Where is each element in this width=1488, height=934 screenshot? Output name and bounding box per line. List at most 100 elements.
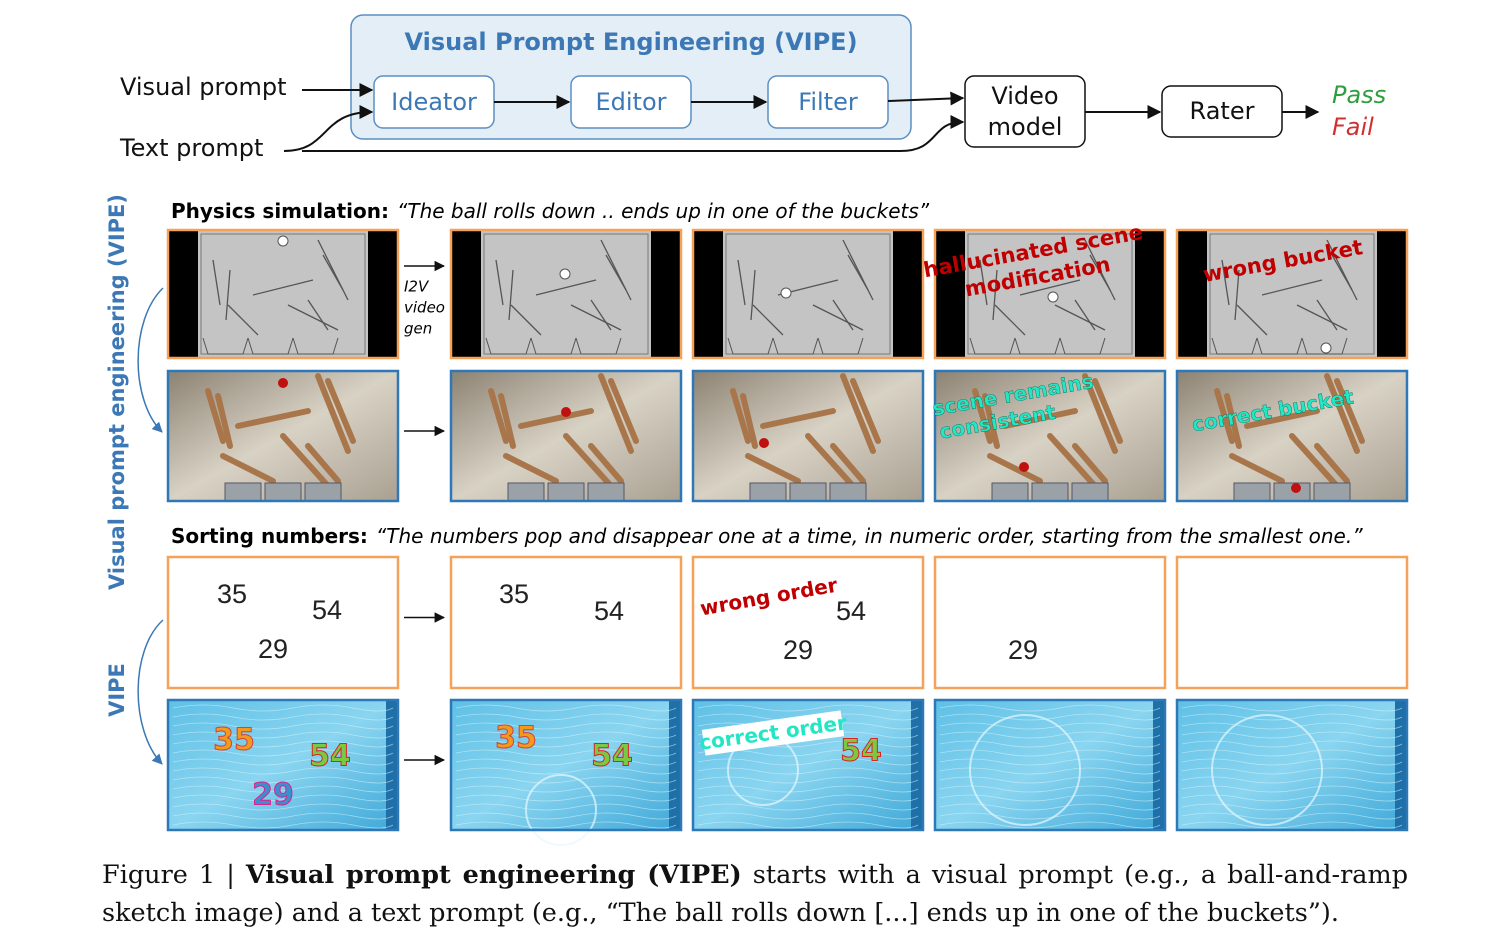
pool-edge — [1395, 700, 1407, 830]
sketch-line — [495, 259, 504, 306]
caustic — [172, 767, 394, 775]
bucket — [530, 337, 577, 355]
panel-bg — [1177, 230, 1407, 358]
sketch-line — [752, 304, 784, 336]
ramp — [840, 373, 876, 454]
ramp — [760, 408, 836, 429]
ramp — [325, 378, 356, 444]
sketch-line — [1019, 279, 1081, 296]
bucket — [575, 337, 622, 355]
ramp — [1072, 443, 1108, 484]
sketch-line — [212, 259, 221, 306]
ramp — [730, 388, 751, 444]
pool-edge — [1153, 700, 1165, 830]
caustic — [939, 785, 1161, 793]
panel-bg — [935, 557, 1165, 688]
bucket — [1301, 337, 1348, 355]
bucket — [1071, 482, 1109, 502]
i2v-label: I2V — [404, 278, 430, 296]
bucket — [587, 482, 625, 502]
water-number: 54 — [591, 739, 633, 774]
sketch-line — [322, 254, 344, 291]
sketch-line — [535, 279, 597, 296]
panel-border — [933, 369, 1167, 503]
side-arrow — [137, 287, 164, 433]
caustic — [172, 713, 394, 721]
caustic — [1181, 767, 1403, 775]
letterbox — [168, 230, 198, 358]
sketch-line — [1234, 269, 1240, 321]
panel-border — [166, 698, 400, 832]
sketch-line — [1261, 279, 1323, 296]
caustic — [939, 758, 1161, 766]
outcome-pass: Pass — [1332, 81, 1386, 109]
caustic — [172, 722, 394, 730]
sketch-line — [1221, 259, 1230, 306]
ramp — [982, 393, 1000, 449]
ripple — [969, 714, 1081, 826]
number: 54 — [594, 596, 624, 626]
caustic — [939, 794, 1161, 802]
letterbox — [451, 230, 481, 358]
panel-bg — [1177, 557, 1407, 688]
caustic — [455, 812, 677, 820]
sketch-line — [307, 299, 329, 331]
panel-border — [166, 555, 400, 690]
caustic — [939, 722, 1161, 730]
caption-bold: Visual prompt engineering (VIPE) — [245, 860, 742, 890]
ramp — [598, 373, 634, 454]
ramp — [987, 453, 1043, 484]
sketch-line — [737, 259, 746, 306]
water-number: 35 — [213, 723, 255, 758]
section-heading: Physics simulation: “The ball rolls down … — [171, 199, 930, 223]
ball — [780, 287, 792, 299]
letterbox — [1377, 230, 1407, 358]
pipeline-title: Visual Prompt Engineering (VIPE) — [404, 28, 857, 56]
caustic — [1181, 812, 1403, 820]
sketch-line — [570, 304, 622, 331]
caustic — [1181, 776, 1403, 784]
ramp — [235, 408, 311, 429]
caustic — [455, 704, 677, 712]
caustic — [939, 713, 1161, 721]
sketch-line — [508, 269, 514, 321]
sketch-line — [1054, 304, 1106, 331]
panel-border — [933, 555, 1167, 690]
ramp — [1092, 378, 1123, 444]
caustic — [939, 731, 1161, 739]
pipeline-arrows — [283, 83, 1320, 152]
bucket — [485, 337, 532, 355]
water-number: 54 — [840, 734, 882, 769]
video-model-label: Video — [991, 82, 1058, 110]
bucket — [1211, 337, 1258, 355]
bucket — [969, 337, 1016, 355]
sketch-line — [832, 299, 854, 331]
caption-label: Figure 1 | — [102, 860, 235, 890]
bucket — [829, 482, 867, 502]
caustic — [1181, 758, 1403, 766]
number: 35 — [499, 579, 529, 609]
caption-text: starts with a visual prompt (e.g., a bal… — [102, 860, 1409, 928]
ripple — [525, 774, 597, 846]
caustic — [1181, 785, 1403, 793]
caustic — [697, 767, 919, 775]
sketch-line — [1089, 254, 1111, 291]
figure: Visual Prompt Engineering (VIPE) Ideator… — [105, 14, 1409, 846]
ramp — [1082, 373, 1118, 454]
letterbox — [893, 230, 923, 358]
caustic — [939, 704, 1161, 712]
panels — [166, 228, 1409, 846]
panel-bg — [693, 557, 923, 688]
number: 29 — [258, 634, 288, 664]
caustic — [697, 776, 919, 784]
caustic — [697, 704, 919, 712]
caustic — [939, 767, 1161, 775]
ball — [1291, 483, 1301, 493]
ramp — [305, 443, 341, 484]
caustic — [939, 749, 1161, 757]
side-label: VIPE — [105, 663, 129, 717]
caustic — [1181, 713, 1403, 721]
ramp — [1224, 393, 1242, 449]
ramp — [830, 443, 866, 484]
panel-bg — [693, 230, 923, 358]
